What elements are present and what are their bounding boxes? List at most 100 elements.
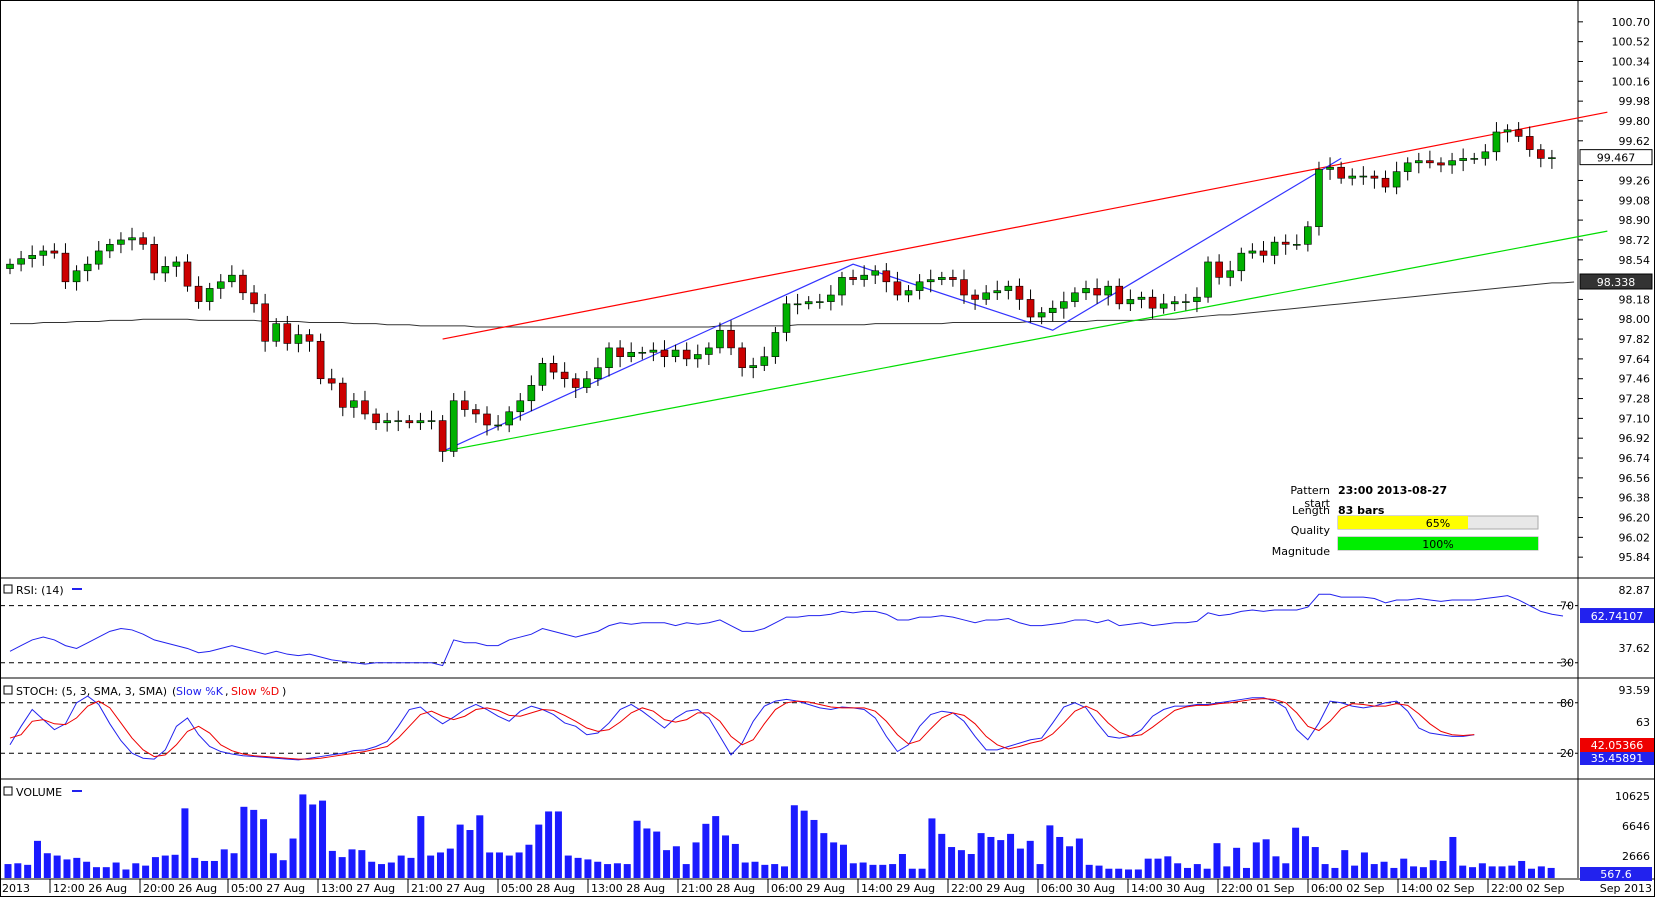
rsi-tick-label: 82.87: [1619, 584, 1651, 597]
candle-bull: [128, 237, 136, 241]
stoch-d-label: Slow %D: [231, 685, 279, 698]
candle-bull: [516, 400, 525, 413]
volume-bar: [505, 855, 513, 878]
candle: [1215, 254, 1223, 285]
volume-bar: [938, 833, 946, 878]
rsi-tick-label: 37.62: [1619, 642, 1651, 655]
candle: [682, 342, 691, 367]
candle-bear: [1537, 149, 1545, 159]
volume-bar: [348, 849, 356, 878]
candle: [494, 415, 502, 431]
volume-bar: [1380, 861, 1388, 878]
pattern-start-label: Pattern start: [1290, 484, 1330, 510]
candle-bear: [261, 303, 269, 342]
candle-bull: [538, 363, 547, 386]
candle-bull: [693, 354, 702, 360]
volume-bar: [43, 853, 51, 878]
candle-bear: [949, 277, 957, 280]
candle: [993, 280, 1002, 300]
candle-bull: [1270, 241, 1279, 256]
candle: [871, 265, 880, 284]
volume-bar: [751, 861, 759, 878]
candle-bull: [17, 258, 25, 265]
candle-bull: [771, 332, 780, 357]
time-tick-label: 14:00 29 Aug: [861, 882, 935, 895]
time-tick-label: 21:00 27 Aug: [411, 882, 485, 895]
volume-bar: [918, 868, 926, 878]
candle-bull: [117, 239, 125, 245]
volume-bar: [849, 863, 857, 878]
rsi-panel: 70 30 82.87 37.62 62.74107 RSI: (14): [0, 584, 1654, 670]
candle: [394, 410, 403, 432]
candle-bear: [1381, 177, 1390, 188]
volume-bar: [446, 848, 454, 878]
price-tick-label: 100.16: [1612, 75, 1651, 88]
candle-bear: [239, 274, 247, 294]
candle: [838, 271, 846, 306]
volume-bar: [142, 865, 150, 878]
candle-bear: [660, 349, 669, 357]
volume-bar: [1439, 860, 1447, 878]
volume-bar: [1183, 867, 1191, 878]
volume-bar: [1331, 867, 1339, 878]
candle: [693, 344, 702, 368]
volume-bar: [4, 864, 12, 878]
stoch-tick-label: 93.59: [1619, 684, 1651, 697]
volume-bar: [191, 857, 199, 878]
volume-bar: [574, 857, 582, 878]
volume-tick-label: 6646: [1622, 820, 1650, 833]
candle: [1015, 278, 1024, 310]
candle: [1193, 287, 1201, 313]
candle: [1292, 234, 1301, 250]
volume-bar: [898, 854, 906, 878]
magnitude-bar: 100%: [1337, 536, 1539, 551]
candle: [1315, 161, 1323, 236]
candle-bull: [1470, 158, 1479, 160]
candle: [1448, 152, 1456, 174]
volume-bar: [260, 819, 268, 878]
candle: [616, 340, 624, 368]
stoch-k-label: Slow %K: [176, 685, 224, 698]
candle: [627, 342, 636, 363]
candle: [505, 406, 513, 433]
candle-bear: [327, 378, 336, 384]
candle: [638, 346, 647, 360]
candle-bear: [461, 400, 469, 410]
time-tick-label: 14:00 02 Sep: [1401, 882, 1474, 895]
pattern-lines: [442, 111, 1608, 453]
candle-bull: [394, 420, 403, 422]
rsi-level-label: 30: [1560, 657, 1574, 670]
candle-bull: [416, 420, 425, 424]
rsi-title-text: RSI: (14): [16, 584, 64, 597]
price-tick-label: 96.20: [1619, 512, 1651, 525]
candle-bull: [1159, 303, 1168, 309]
candle-bear: [483, 413, 491, 426]
candle: [949, 269, 957, 287]
volume-bar: [957, 850, 965, 878]
volume-bar: [33, 840, 41, 878]
candle: [1237, 247, 1246, 282]
candle-bull: [638, 351, 647, 354]
candle: [1071, 287, 1079, 308]
volume-bar: [495, 852, 503, 878]
rsi-level-label: 70: [1560, 600, 1574, 613]
candle-bear: [1437, 162, 1445, 166]
volume-bar: [240, 806, 248, 878]
candle: [793, 293, 802, 315]
candle: [239, 269, 247, 300]
candle-bull: [1193, 296, 1201, 302]
volume-bar: [378, 864, 386, 878]
candle-bull: [1082, 288, 1090, 294]
candle-bear: [1259, 250, 1268, 256]
stoch-level-label: 20: [1560, 747, 1574, 760]
candle-bull: [716, 329, 724, 349]
price-tick-label: 96.38: [1619, 492, 1651, 505]
stoch-tick-label: 63: [1636, 716, 1650, 729]
volume-bar: [1311, 847, 1319, 878]
volume-bar: [417, 816, 425, 878]
time-tick-label: 13:00 28 Aug: [591, 882, 665, 895]
price-tick-label: 100.52: [1612, 36, 1651, 49]
volume-bar: [92, 867, 100, 878]
candle: [405, 415, 414, 429]
candle-bull: [782, 303, 791, 333]
